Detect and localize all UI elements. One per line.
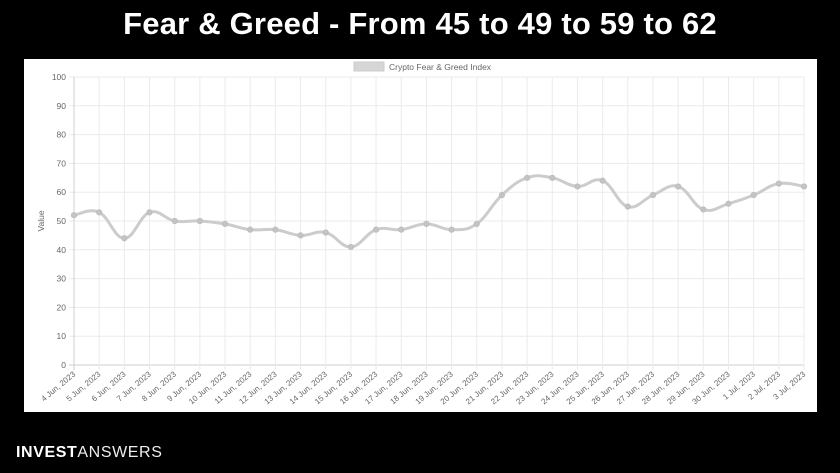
data-point (498, 191, 506, 199)
brand-logo-part2: ANSWERS (77, 444, 163, 461)
data-point (448, 226, 455, 233)
data-point (221, 220, 229, 227)
chart-panel: 0 10 20 30 40 50 60 70 80 90 100 4 Jun, 2023 5 Jun, … (24, 59, 817, 412)
data-point (649, 191, 657, 199)
series-line (73, 174, 805, 249)
data-point (750, 191, 757, 199)
legend-swatch (353, 61, 385, 72)
data-point (675, 183, 682, 190)
data-point (322, 229, 329, 236)
data-point (524, 174, 531, 181)
data-point (347, 243, 354, 251)
y-tick-label: 30 (57, 274, 67, 284)
data-point (574, 183, 581, 190)
y-axis-title: Value (36, 210, 46, 231)
data-point (599, 177, 606, 184)
brand-logo-part1: INVEST (16, 444, 78, 461)
y-tick-label: 50 (57, 216, 67, 226)
data-point (423, 220, 430, 227)
data-point (725, 200, 732, 207)
data-point (247, 226, 254, 233)
y-tick-label: 0 (61, 360, 66, 370)
data-point (171, 217, 178, 225)
data-point (700, 206, 707, 213)
y-tick-label: 80 (57, 130, 67, 140)
y-tick-label: 100 (52, 72, 66, 82)
y-tick-label: 40 (57, 245, 67, 255)
y-tick-label: 10 (57, 331, 67, 341)
data-point (121, 235, 128, 242)
data-point (96, 209, 103, 216)
y-tick-label: 60 (57, 187, 67, 197)
brand-logo: INVESTANSWERS (16, 444, 163, 462)
data-point (624, 203, 631, 210)
data-point (800, 183, 808, 190)
legend-label: Crypto Fear & Greed Index (389, 62, 492, 72)
data-point (372, 226, 380, 233)
data-point (473, 220, 480, 227)
data-point (398, 226, 405, 233)
data-point (297, 232, 304, 239)
data-point (775, 180, 782, 187)
page-title: Fear & Greed - From 45 to 49 to 59 to 62 (123, 6, 717, 41)
data-point (272, 226, 279, 233)
data-point (549, 174, 556, 181)
y-tick-label: 20 (57, 302, 67, 312)
y-tick-label: 70 (57, 158, 67, 168)
data-point (146, 209, 153, 216)
y-tick-label: 90 (57, 101, 67, 111)
data-point (70, 212, 78, 219)
data-point (196, 217, 203, 225)
